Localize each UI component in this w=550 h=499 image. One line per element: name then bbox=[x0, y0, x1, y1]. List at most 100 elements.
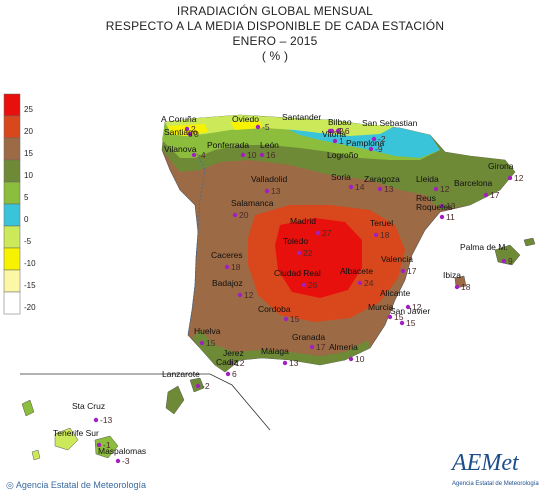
station-value: -13 bbox=[100, 415, 113, 425]
station-name: Granada bbox=[292, 332, 325, 342]
legend-label: -20 bbox=[24, 303, 36, 312]
station-marker bbox=[191, 152, 197, 158]
station-marker bbox=[439, 203, 445, 209]
station-name: Teruel bbox=[370, 218, 393, 228]
station-madrid: Madrid 27 bbox=[290, 216, 332, 238]
station-value: 11 bbox=[446, 212, 455, 222]
station-name: Santander bbox=[282, 112, 321, 122]
legend-swatch bbox=[3, 181, 21, 205]
legend-swatch bbox=[3, 93, 21, 117]
station-value: 0 bbox=[194, 129, 199, 139]
station-value: 12 bbox=[235, 358, 245, 368]
station-value: 22 bbox=[303, 248, 313, 258]
station-name: Zaragoza bbox=[364, 174, 400, 184]
station-value: 16 bbox=[266, 150, 276, 160]
station-value: 12 bbox=[440, 184, 450, 194]
station-name: Roquetes bbox=[416, 202, 452, 212]
station-marker bbox=[405, 304, 411, 310]
station-marker bbox=[259, 152, 265, 158]
station-name: Palma de M. bbox=[460, 242, 508, 252]
station-barcelona: Barcelona 17 bbox=[454, 178, 500, 200]
station-marker bbox=[439, 214, 445, 220]
station-marker bbox=[371, 136, 377, 142]
station-value: 10 bbox=[355, 354, 365, 364]
station-name: Santiago bbox=[164, 127, 198, 137]
legend-swatch bbox=[3, 291, 21, 315]
station-value: 15 bbox=[406, 318, 416, 328]
station-value: 12 bbox=[514, 173, 524, 183]
aemet-globe-icon: ◎ bbox=[6, 480, 14, 490]
station-value: 18 bbox=[231, 262, 241, 272]
contour-10-15-south bbox=[192, 330, 370, 372]
station-marker bbox=[399, 320, 405, 326]
station-name: Ciudad Real bbox=[274, 268, 321, 278]
legend: 25 20 15 10 5 0 -5 -10 -15 -20 bbox=[3, 93, 36, 315]
station-name: Cordoba bbox=[258, 304, 291, 314]
station-logro-o: Logroño -9 bbox=[327, 144, 383, 160]
map-title: IRRADIACIÓN GLOBAL MENSUAL bbox=[176, 4, 374, 18]
station-value: 14 bbox=[355, 182, 365, 192]
station-value: 13 bbox=[271, 186, 281, 196]
station-marker bbox=[387, 314, 393, 320]
station-name: Reus bbox=[416, 193, 436, 203]
station-marker bbox=[433, 186, 439, 192]
station-value: 18 bbox=[380, 230, 390, 240]
station-palma-de-m-: Palma de M.9 bbox=[460, 242, 513, 266]
station-value: 2 bbox=[191, 124, 196, 134]
station-value: 15 bbox=[290, 314, 300, 324]
station-marker bbox=[255, 124, 261, 130]
footer-text: Agencia Estatal de Meteorología bbox=[15, 480, 146, 490]
contour-neg10-north bbox=[168, 121, 262, 136]
station-marker bbox=[195, 383, 201, 389]
map-units: ( % ) bbox=[261, 49, 289, 63]
station-name: Girona bbox=[488, 161, 514, 171]
legend-swatch bbox=[3, 225, 21, 249]
station-marker bbox=[93, 417, 99, 423]
station-valencia: Valencia 17 bbox=[381, 254, 417, 276]
station-value: 24 bbox=[364, 278, 374, 288]
station-name: Ponferrada bbox=[207, 140, 249, 150]
legend-swatch bbox=[3, 247, 21, 271]
station-marker bbox=[301, 282, 307, 288]
legend-label: 10 bbox=[24, 171, 33, 180]
station-name: Jerez bbox=[223, 348, 244, 358]
station-name: Cadiz bbox=[216, 357, 238, 367]
station-marker bbox=[348, 184, 354, 190]
station-value: 27 bbox=[322, 228, 332, 238]
station-name: Pamplona bbox=[346, 138, 385, 148]
station-name: Vilanova bbox=[164, 144, 197, 154]
station-marker bbox=[483, 192, 489, 198]
station-marker bbox=[309, 344, 315, 350]
station-huelva: Huelva 15 bbox=[194, 326, 221, 348]
station-vilanova: Vilanova-4 bbox=[164, 144, 206, 160]
legend-swatch bbox=[3, 203, 21, 227]
station-value: 1 bbox=[339, 136, 344, 146]
station-value: 12 bbox=[244, 290, 254, 300]
aemet-logo: AEMet bbox=[452, 450, 519, 476]
station-marker bbox=[454, 284, 460, 290]
station-albacete: Albacete 24 bbox=[340, 266, 374, 288]
station-marker bbox=[368, 146, 374, 152]
station-lanzarote: Lanzarote-2 bbox=[162, 369, 210, 391]
station-name: Tenerife Sur bbox=[53, 428, 99, 438]
station-name: Málaga bbox=[261, 346, 289, 356]
station-name: Caceres bbox=[211, 250, 243, 260]
station-maspalomas: Maspalomas-3 bbox=[98, 446, 146, 466]
station-name: Vitoria bbox=[322, 129, 346, 139]
station-toledo: Toledo 22 bbox=[283, 236, 313, 258]
station-name: Almeria bbox=[329, 342, 358, 352]
station-marker bbox=[329, 128, 335, 134]
station-pamplona: Pamplona-2 bbox=[346, 134, 386, 148]
station-value: 9 bbox=[508, 256, 513, 266]
legend-swatch bbox=[3, 269, 21, 293]
station-name: León bbox=[260, 140, 279, 150]
legend-label: -5 bbox=[24, 237, 32, 246]
station-marker bbox=[184, 126, 190, 132]
